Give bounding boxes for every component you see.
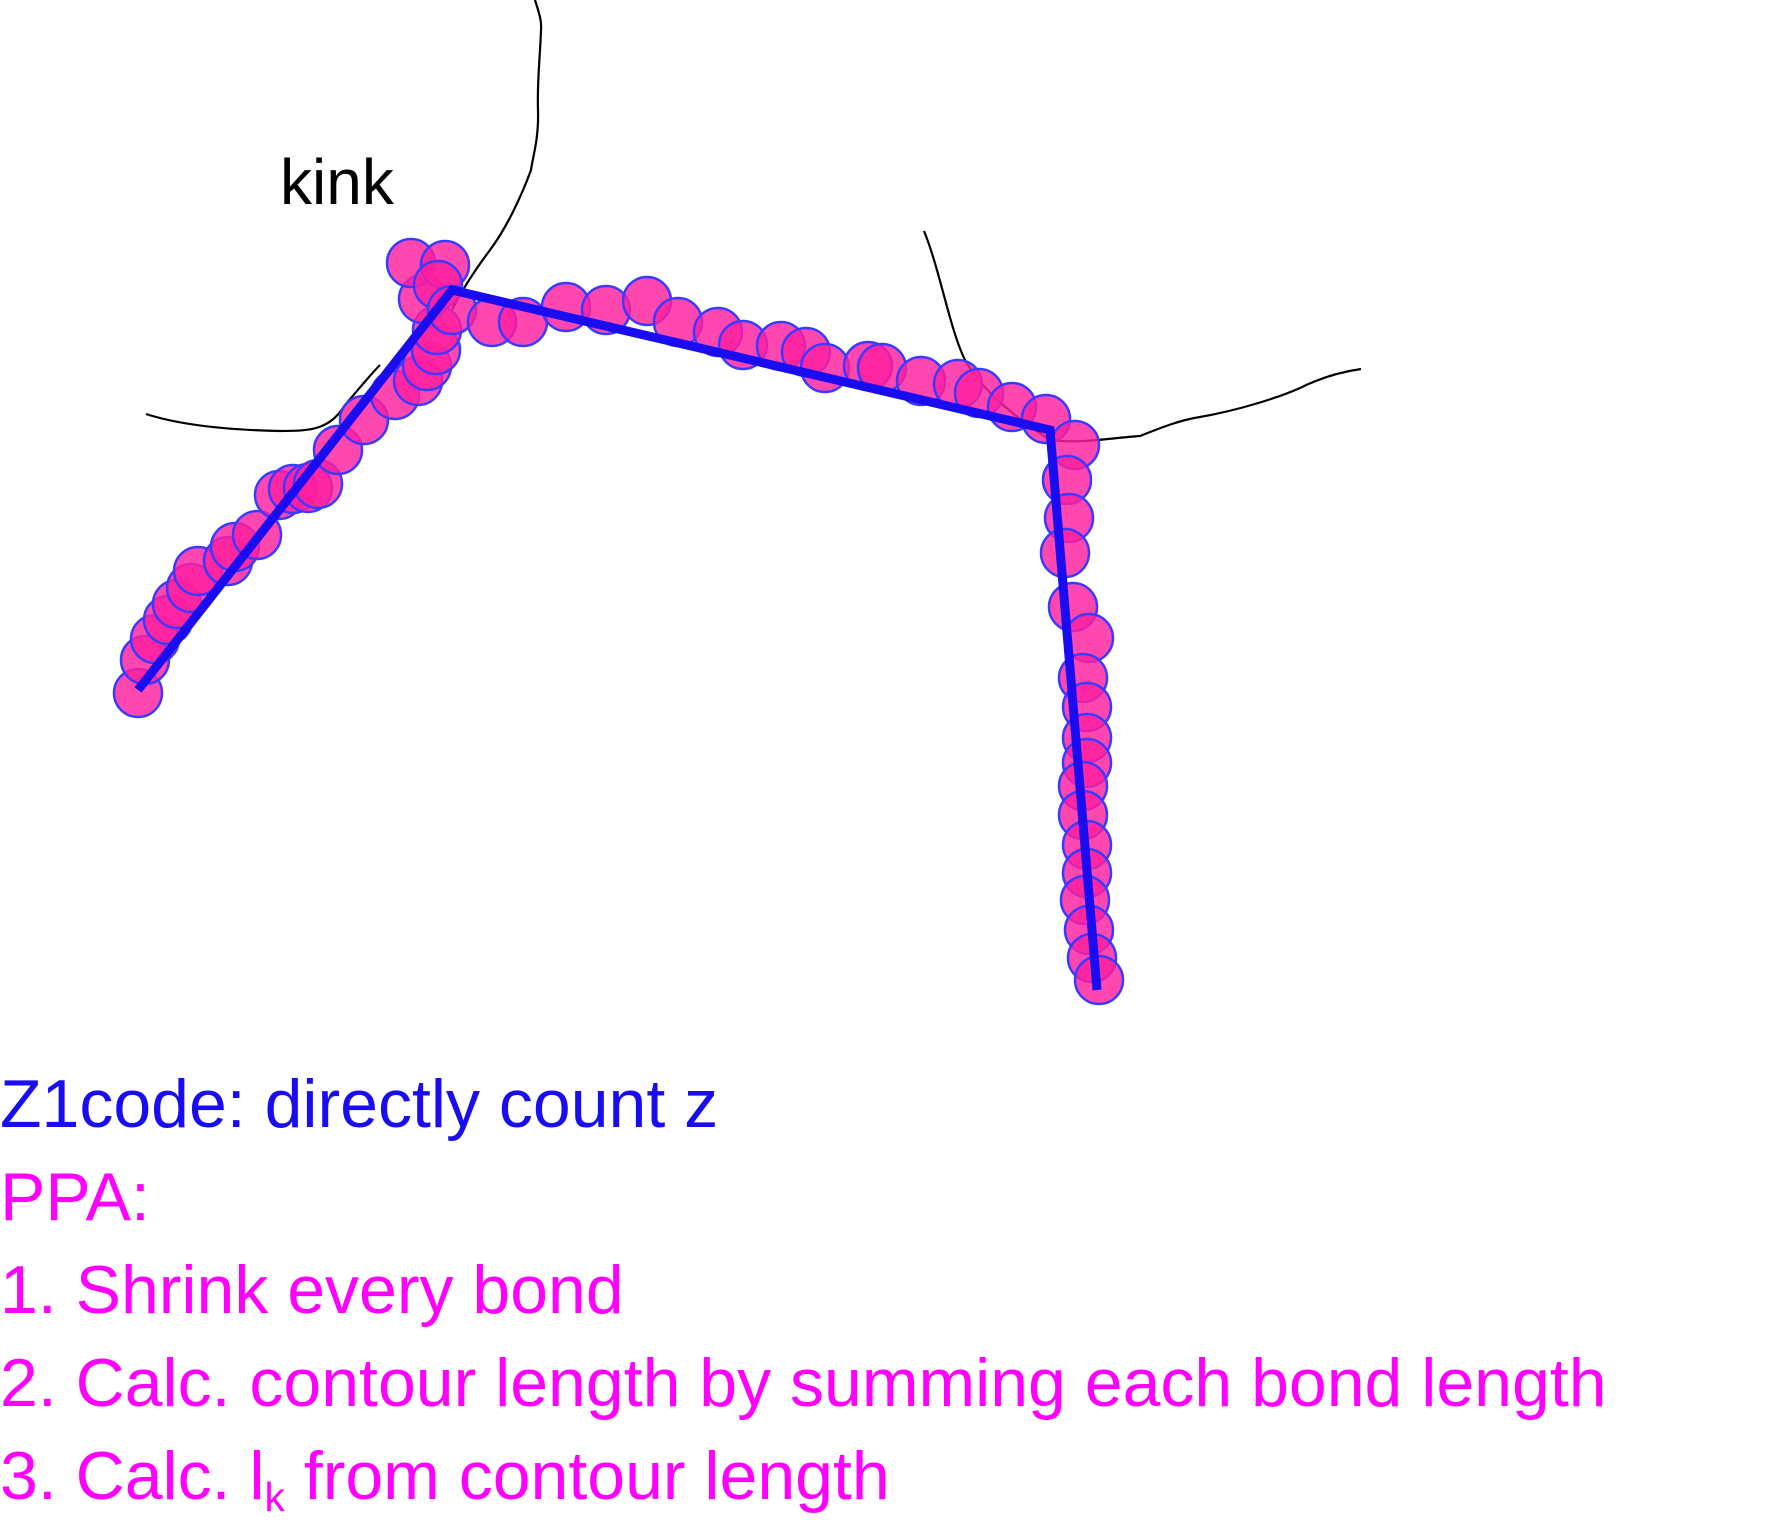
ppa-step-3-prefix: 3. Calc. l xyxy=(0,1438,265,1514)
entangling-chain-top xyxy=(451,0,543,311)
ppa-title: PPA: xyxy=(0,1159,150,1235)
kink-label: kink xyxy=(280,146,395,218)
ppa-step-3-suffix: from contour length xyxy=(284,1438,890,1514)
z1code-caption: Z1code: directly count z xyxy=(0,1066,719,1142)
ppa-step-1: 1. Shrink every bond xyxy=(0,1252,624,1328)
entangling-chain-right xyxy=(922,230,1362,443)
ppa-step-2: 2. Calc. contour length by summing each … xyxy=(0,1345,1607,1421)
ppa-step-3: 3. Calc. lk from contour length xyxy=(0,1442,890,1518)
primitive-path xyxy=(134,284,1102,991)
entangling-chain-left xyxy=(145,364,381,433)
chain-beads xyxy=(112,237,1125,1006)
entangling-chains xyxy=(145,0,1362,443)
ppa-step-3-subscript: k xyxy=(264,1474,285,1520)
